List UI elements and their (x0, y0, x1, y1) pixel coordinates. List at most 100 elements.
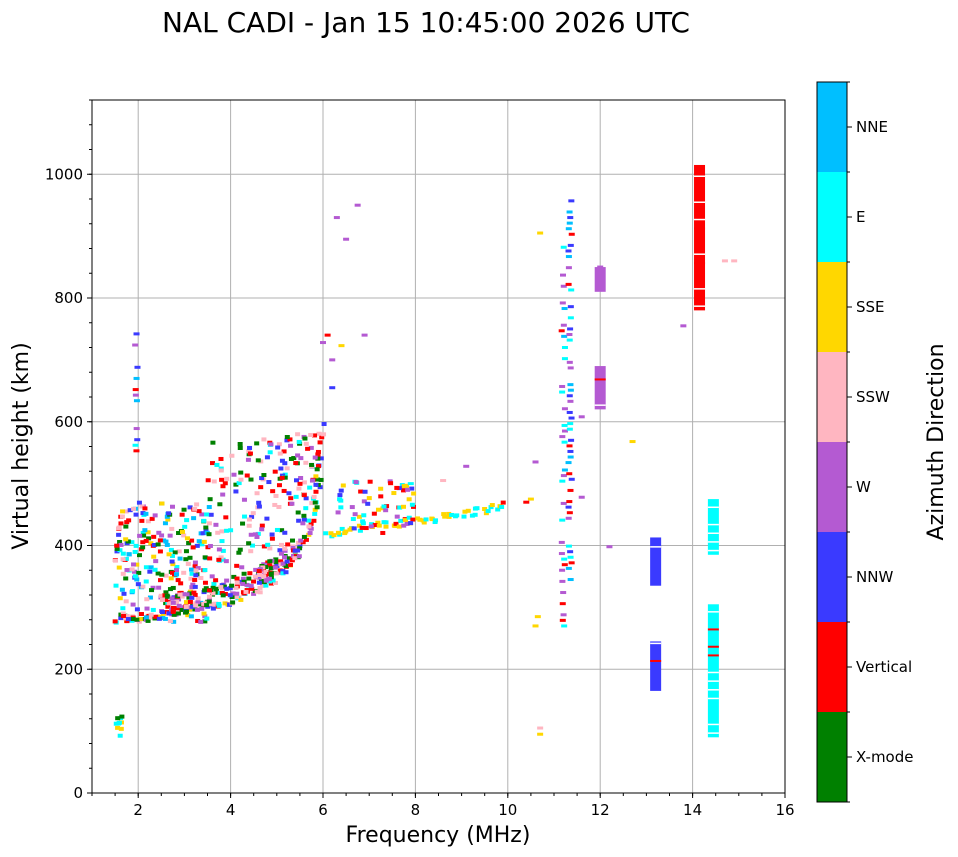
echo-column-gap (694, 253, 706, 255)
echo-point (124, 568, 130, 573)
echo-point (359, 525, 365, 530)
echo-point (279, 458, 285, 463)
echo-point (197, 602, 203, 607)
echo-point (312, 433, 318, 438)
echo-point (247, 571, 253, 576)
echo-point (214, 462, 220, 467)
echo-point (566, 210, 573, 214)
echo-point (204, 603, 210, 608)
echo-point (393, 521, 399, 526)
echo-column-gap (694, 288, 706, 290)
echo-point (143, 511, 149, 516)
echo-point (527, 497, 534, 501)
echo-point (233, 585, 239, 590)
echo-point (254, 491, 260, 496)
echo-point (282, 546, 288, 551)
echo-point (220, 593, 226, 598)
echo-point (317, 440, 323, 445)
echo-column-accent (650, 659, 662, 662)
echo-point (201, 601, 207, 606)
echo-point (119, 714, 125, 719)
echo-point (183, 600, 189, 605)
echo-point (301, 534, 307, 539)
echo-point (272, 581, 278, 586)
echo-point (301, 493, 307, 498)
echo-column-gap (707, 732, 719, 734)
echo-point (274, 527, 280, 532)
echo-point (295, 453, 301, 458)
echo-point (145, 519, 151, 524)
echo-point (206, 505, 212, 510)
echo-point (148, 565, 154, 570)
echo-point (218, 555, 224, 560)
echo-point (560, 613, 567, 617)
echo-point (339, 526, 345, 531)
echo-point (606, 545, 613, 549)
echo-point (117, 548, 123, 553)
echo-point (193, 568, 199, 573)
echo-point (175, 608, 181, 613)
echo-point (264, 576, 270, 581)
echo-point (312, 507, 318, 512)
echo-point (155, 542, 161, 547)
echo-point (132, 549, 138, 554)
echo-point (149, 588, 155, 593)
echo-point (123, 599, 129, 604)
echo-point (202, 619, 208, 624)
echo-point (117, 540, 123, 545)
echo-point (117, 596, 123, 601)
echo-point (203, 586, 209, 591)
echo-point (268, 571, 274, 576)
echo-point (170, 585, 176, 590)
echo-point (282, 475, 288, 480)
echo-point (315, 452, 321, 457)
echo-point (158, 578, 164, 583)
echo-point (249, 514, 255, 519)
colorbar-tick-label: SSE (856, 298, 885, 316)
echo-point (559, 301, 566, 305)
echo-point (202, 580, 208, 585)
echo-point (233, 489, 239, 494)
echo-point (404, 483, 410, 488)
echo-point (182, 524, 188, 529)
echo-column-gap (707, 549, 719, 552)
echo-point (246, 541, 252, 546)
echo-point (162, 521, 168, 526)
echo-point (218, 468, 224, 473)
echo-point (297, 544, 303, 549)
echo-point (120, 611, 126, 616)
echo-column (594, 267, 606, 292)
echo-point (202, 555, 208, 560)
echo-point (566, 472, 573, 476)
echo-point (219, 591, 225, 596)
echo-point (119, 587, 125, 592)
echo-point (145, 618, 151, 623)
echo-point (170, 609, 176, 614)
echo-point (194, 607, 200, 612)
echo-point (127, 508, 133, 513)
echo-point (680, 324, 687, 328)
echo-point (218, 585, 224, 590)
echo-point (206, 532, 212, 537)
echo-point (270, 489, 276, 494)
echo-point (469, 513, 475, 518)
echo-point (210, 440, 216, 445)
echo-column-gap (707, 523, 719, 526)
echo-point (629, 440, 636, 444)
echo-column (594, 366, 606, 410)
echo-point (175, 611, 181, 616)
echo-point (462, 509, 468, 514)
echo-point (537, 732, 544, 736)
echo-point (313, 474, 319, 479)
echo-point (309, 462, 315, 467)
echo-point (356, 514, 362, 519)
echo-point (219, 477, 225, 482)
echo-column-gap (694, 201, 706, 203)
echo-point (338, 488, 344, 493)
echo-point (240, 581, 246, 586)
echo-point (171, 619, 177, 624)
echo-point (136, 500, 142, 505)
echo-point (567, 388, 574, 392)
echo-point (185, 561, 191, 566)
echo-point (440, 479, 447, 483)
